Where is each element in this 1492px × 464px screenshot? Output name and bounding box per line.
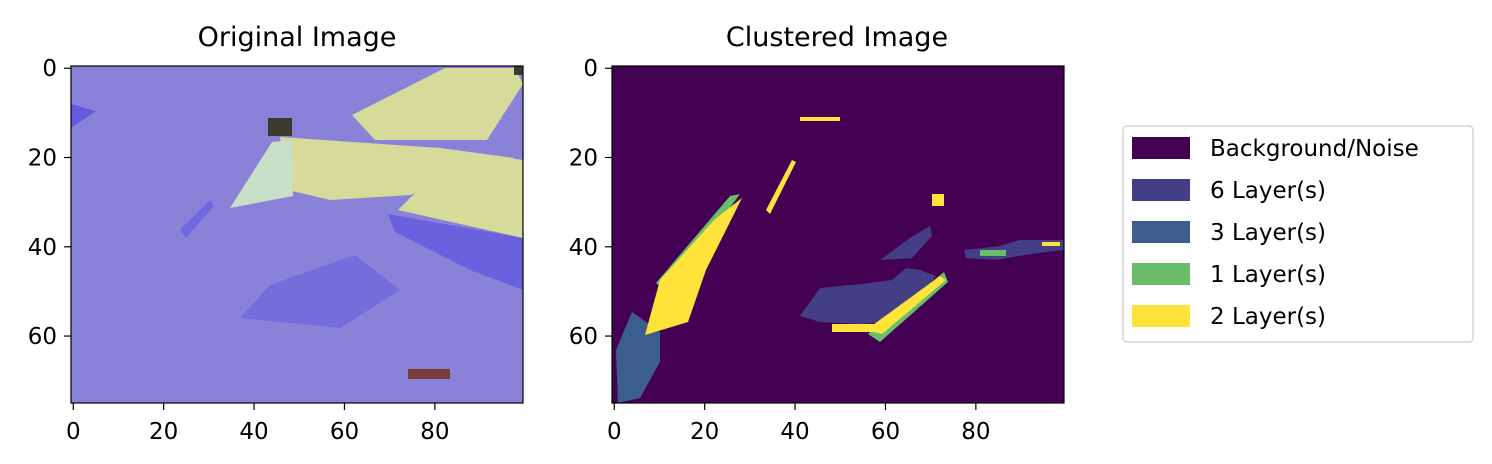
x-tick-label: 0 xyxy=(66,419,81,445)
y-tick-label: 60 xyxy=(28,324,57,350)
legend-label: 1 Layer(s) xyxy=(1210,262,1326,288)
x-tick-label: 60 xyxy=(871,419,900,445)
dark-edge-square xyxy=(268,118,292,136)
cluster-2-layer-dots-mid xyxy=(932,194,944,206)
dark-blue-thin-stripe xyxy=(180,200,214,238)
legend-swatch xyxy=(1132,263,1190,285)
legend-swatch xyxy=(1132,221,1190,243)
y-tick-label: 20 xyxy=(569,146,598,172)
y-tick-label: 20 xyxy=(28,146,57,172)
clustered-background xyxy=(612,66,1064,403)
legend-frame xyxy=(1122,125,1474,343)
cluster-3-layer-region xyxy=(616,312,660,403)
original-image-raster xyxy=(71,66,523,403)
cluster-2-layer-right-dots xyxy=(1042,242,1060,246)
flake-right-lower xyxy=(398,156,523,238)
legend-label: 2 Layer(s) xyxy=(1210,304,1326,330)
flake-triangle-pale xyxy=(230,140,293,208)
x-tick-label: 0 xyxy=(607,419,622,445)
flake-center xyxy=(280,137,515,200)
dark-blue-streak-left xyxy=(71,104,96,128)
flake-top-right xyxy=(352,68,523,140)
y-tick-label: 60 xyxy=(569,324,598,350)
y-tick-label: 0 xyxy=(42,56,57,82)
x-tick-label: 80 xyxy=(420,419,449,445)
x-tick-label: 60 xyxy=(330,419,359,445)
legend-swatch xyxy=(1132,137,1190,159)
legend-swatch xyxy=(1132,179,1190,201)
original-axis-ticks: 0 20 40 60 80 0 20 40 60 xyxy=(28,56,450,445)
legend: Background/Noise 6 Layer(s) 3 Layer(s) 1 La… xyxy=(1122,125,1474,343)
legend-label: 6 Layer(s) xyxy=(1210,178,1326,204)
x-tick-label: 80 xyxy=(961,419,990,445)
y-tick-label: 0 xyxy=(583,56,598,82)
clustered-axes-frame xyxy=(611,65,1065,404)
cluster-2-layer-bar xyxy=(832,324,882,332)
cluster-2-layer-flake xyxy=(866,276,946,334)
y-tick-label: 40 xyxy=(569,235,598,261)
x-tick-label: 20 xyxy=(149,419,178,445)
legend-swatch xyxy=(1132,305,1190,327)
scale-bar xyxy=(408,369,450,379)
cluster-1-layer-right-dots xyxy=(980,250,1006,256)
original-image-title: Original Image xyxy=(198,22,397,53)
cluster-6-layer-spur xyxy=(880,226,932,260)
dark-blue-lower-flake xyxy=(240,255,400,328)
cluster-2-layer-thin-streak xyxy=(766,160,796,214)
clustered-axis-ticks: 0 20 40 60 80 0 20 40 60 xyxy=(569,56,991,445)
dark-blue-diagonal xyxy=(388,214,523,290)
legend-label: Background/Noise xyxy=(1210,136,1419,162)
dark-corner xyxy=(514,66,523,75)
legend-label: 3 Layer(s) xyxy=(1210,220,1326,246)
cluster-2-layer-streak xyxy=(645,198,742,335)
clustered-image-title: Clustered Image xyxy=(726,22,948,53)
x-tick-label: 20 xyxy=(690,419,719,445)
x-tick-label: 40 xyxy=(239,419,268,445)
cluster-2-layer-dots-top xyxy=(800,117,840,121)
y-tick-label: 40 xyxy=(28,235,57,261)
original-image-panel: Original Image 0 20 40 60 80 0 20 40 60 xyxy=(28,22,524,445)
clustered-image-panel: Clustered Image 0 20 40 60 80 0 20 40 60 xyxy=(569,22,1065,445)
original-axes-frame xyxy=(70,65,524,404)
x-tick-label: 40 xyxy=(780,419,809,445)
clustered-image-raster xyxy=(612,66,1064,403)
